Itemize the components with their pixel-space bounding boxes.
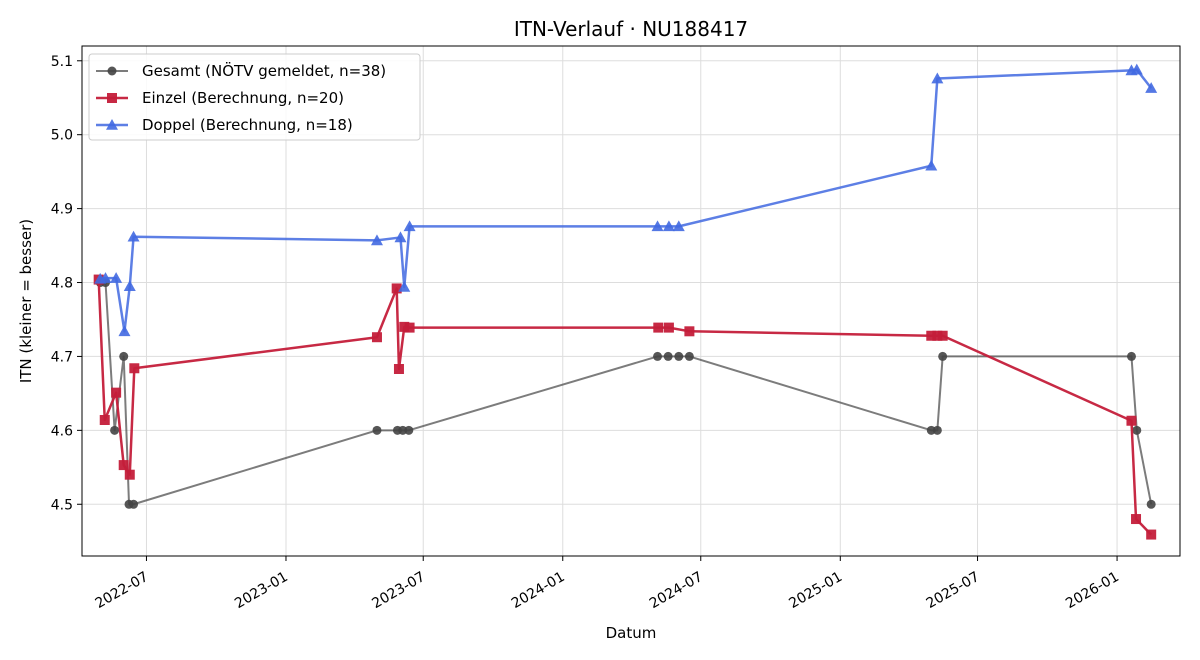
data-point-gesamt (938, 351, 948, 361)
data-point-doppel (118, 325, 131, 337)
series-einzel (93, 274, 1157, 540)
data-point-gesamt (684, 351, 694, 361)
data-point-doppel (110, 272, 123, 283)
data-point-doppel (1130, 63, 1143, 75)
data-point-doppel (931, 72, 944, 84)
data-point-einzel (404, 322, 415, 333)
data-point-einzel (111, 387, 122, 398)
y-tick-label: 4.9 (51, 202, 73, 218)
data-point-einzel (663, 322, 674, 333)
data-point-doppel (1145, 82, 1158, 93)
x-tick-label: 2025-01 (786, 569, 845, 612)
series-doppel (94, 63, 1158, 337)
data-point-einzel (653, 322, 664, 333)
x-tick-label: 2023-01 (232, 569, 291, 612)
data-point-doppel (127, 230, 140, 242)
data-point-einzel (124, 469, 135, 480)
data-point-doppel (672, 220, 685, 232)
data-point-einzel (1146, 529, 1157, 540)
y-tick-label: 4.8 (51, 276, 73, 292)
x-tick-label: 2022-07 (93, 569, 152, 612)
x-axis: 2022-07 2023-01 2023-07 2024-01 2024-07 2025-… (93, 556, 1122, 612)
data-point-doppel (394, 231, 407, 243)
y-tick-label: 4.7 (51, 349, 73, 365)
data-point-doppel (403, 220, 416, 232)
data-point-einzel (932, 330, 943, 341)
x-tick-label: 2024-01 (509, 569, 568, 612)
data-point-gesamt (674, 351, 684, 361)
series-gesamt (95, 278, 1156, 509)
data-point-einzel (1126, 415, 1137, 426)
legend: Gesamt (NÖTV gemeldet, n=38) Einzel (Bere… (88, 53, 421, 141)
data-point-doppel (651, 220, 664, 232)
data-point-gesamt (932, 425, 942, 435)
series-line-doppel (100, 68, 1153, 333)
data-point-doppel (123, 280, 136, 292)
data-point-einzel (118, 460, 129, 471)
data-point-gesamt (663, 351, 673, 361)
y-tick-label: 5.1 (51, 54, 73, 70)
series-line-gesamt (100, 281, 1153, 506)
x-axis-title: Datum (606, 624, 657, 642)
x-tick-label: 2023-07 (369, 569, 428, 612)
data-point-gesamt (110, 425, 120, 435)
data-point-doppel (99, 272, 112, 283)
data-point-gesamt (1146, 499, 1156, 509)
data-point-doppel (370, 234, 383, 246)
data-point-einzel (391, 283, 402, 294)
x-tick-label: 2026-01 (1063, 569, 1122, 612)
legend-marker-gesamt (107, 66, 117, 76)
series-layer (93, 63, 1158, 540)
data-point-gesamt (372, 425, 382, 435)
data-point-einzel (129, 363, 140, 374)
data-point-doppel (925, 159, 938, 171)
legend-label-einzel: Einzel (Berechnung, n=20) (142, 89, 344, 107)
y-tick-label: 4.6 (51, 423, 73, 439)
y-tick-label: 5.0 (51, 128, 73, 144)
data-point-gesamt (404, 425, 414, 435)
legend-marker-doppel (106, 119, 118, 130)
series-line-einzel (97, 279, 1153, 536)
data-point-einzel (1131, 514, 1142, 525)
data-point-einzel (371, 332, 382, 343)
x-tick-label: 2025-07 (924, 569, 983, 612)
grid (82, 46, 1180, 556)
legend-label-gesamt: Gesamt (NÖTV gemeldet, n=38) (142, 61, 386, 80)
y-axis-title: ITN (kleiner = besser) (17, 219, 35, 383)
data-point-gesamt (119, 351, 129, 361)
data-point-doppel (662, 220, 675, 232)
chart-title: ITN-Verlauf · NU188417 (514, 17, 748, 41)
data-point-einzel (99, 415, 110, 425)
data-point-einzel (393, 364, 404, 374)
data-point-einzel (399, 321, 410, 332)
data-point-einzel (937, 330, 948, 341)
x-tick-label: 2024-07 (647, 569, 706, 612)
data-point-einzel (926, 330, 937, 341)
legend-marker-einzel (107, 93, 117, 103)
data-point-gesamt (653, 351, 663, 361)
y-tick-label: 4.5 (51, 497, 73, 513)
data-point-gesamt (1132, 425, 1142, 435)
data-point-doppel (398, 280, 411, 292)
data-point-gesamt (1126, 351, 1136, 361)
legend-label-doppel: Doppel (Berechnung, n=18) (142, 116, 353, 134)
legend-box (88, 53, 421, 141)
data-point-einzel (684, 326, 695, 337)
data-point-gesamt (129, 499, 139, 509)
plot-frame (81, 45, 1181, 557)
y-axis: 4.5 4.6 4.7 4.8 4.9 5.0 5.1 (51, 54, 82, 513)
